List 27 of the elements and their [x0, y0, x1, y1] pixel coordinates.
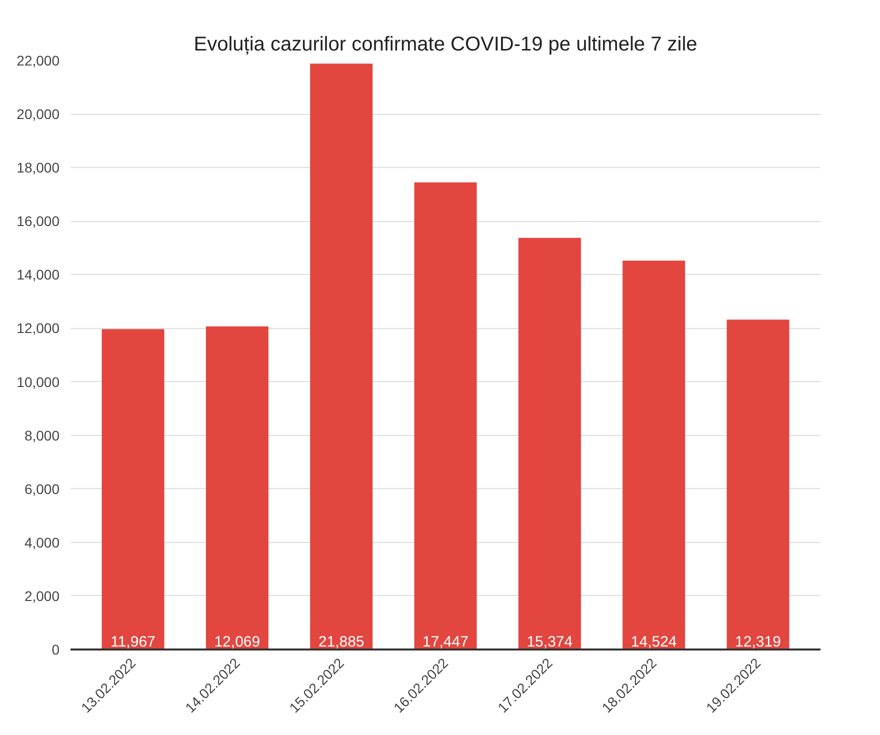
bar: [102, 329, 164, 650]
chart-title: Evoluția cazurilor confirmate COVID-19 pe ultimele 7 zile: [194, 34, 698, 56]
y-tick-label: 8,000: [24, 427, 60, 444]
data-label: 12,319: [735, 634, 781, 650]
bar: [518, 238, 581, 650]
bar: [414, 182, 477, 650]
y-tick-label: 18,000: [16, 160, 60, 176]
y-tick-label: 12,000: [16, 320, 60, 336]
bar: [206, 326, 268, 650]
y-tick-label: 6,000: [24, 480, 60, 497]
y-tick-label: 14,000: [16, 266, 60, 283]
bar: [726, 320, 790, 650]
data-label: 11,967: [110, 634, 156, 650]
y-tick-label: 4,000: [24, 534, 60, 550]
data-label: 17,447: [422, 634, 468, 650]
data-label: 12,069: [214, 634, 260, 650]
y-tick-label: 16,000: [16, 213, 60, 230]
y-tick-label: 20,000: [16, 106, 60, 122]
data-label: 15,374: [526, 634, 573, 650]
y-tick-label: 10,000: [16, 374, 60, 390]
y-tick-label: 22,000: [16, 52, 60, 68]
bar: [622, 260, 686, 650]
y-tick-label: 2,000: [24, 588, 60, 604]
y-tick-label: 0: [52, 642, 60, 658]
bar: [310, 64, 373, 650]
data-label: 21,885: [318, 634, 364, 650]
data-label: 14,524: [630, 634, 677, 650]
